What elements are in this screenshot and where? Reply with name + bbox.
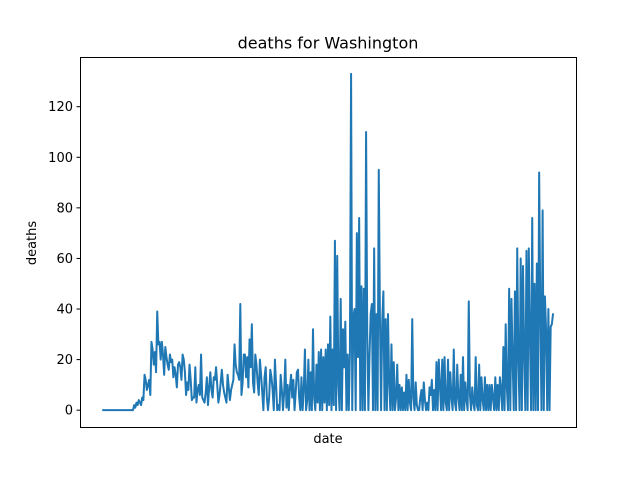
series-line-0 (102, 72, 554, 412)
y-tick-label: 0 (65, 404, 73, 419)
y-axis: 0 20 40 60 80 100 120 (48, 100, 80, 419)
plot-area (102, 72, 554, 412)
y-tick-label: 120 (48, 100, 73, 115)
y-tick-label: 80 (56, 201, 73, 216)
x-axis-label: date (313, 432, 342, 447)
y-tick-label: 20 (56, 353, 73, 368)
y-tick-label: 40 (56, 303, 73, 318)
axes-frame (80, 57, 577, 428)
y-tick-label: 60 (56, 252, 73, 267)
y-tick-label: 100 (48, 151, 73, 166)
y-axis-label: deaths (25, 221, 40, 266)
chart-title: deaths for Washington (238, 34, 419, 53)
